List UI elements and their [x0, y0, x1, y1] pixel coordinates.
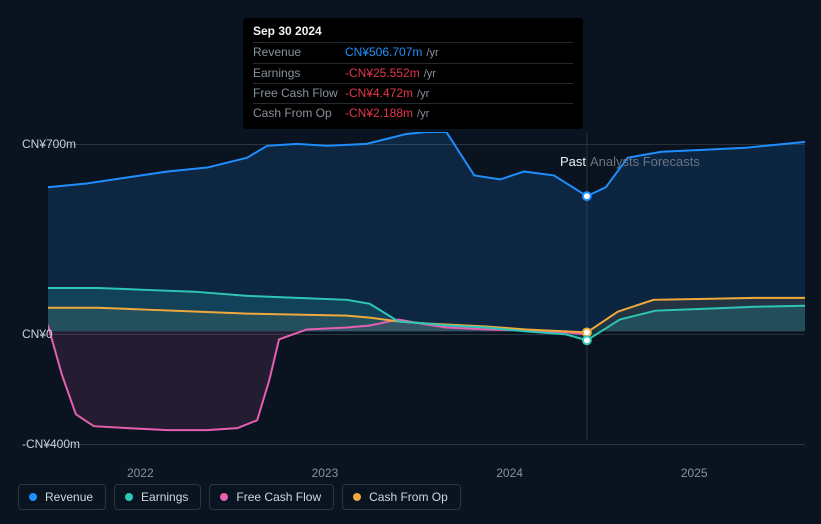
tooltip-row: Earnings-CN¥25.552m/yr — [253, 63, 573, 83]
tooltip-row-unit: /yr — [426, 47, 438, 60]
tooltip-row-unit: /yr — [417, 88, 429, 101]
tooltip-row-label: Revenue — [253, 45, 345, 59]
chart-area: CN¥700m CN¥0 -CN¥400m — [16, 120, 805, 464]
tooltip-date: Sep 30 2024 — [253, 24, 573, 38]
chart-legend: Revenue Earnings Free Cash Flow Cash From O… — [18, 484, 461, 510]
legend-item-revenue[interactable]: Revenue — [18, 484, 106, 510]
y-axis-label: CN¥700m — [22, 137, 76, 151]
tooltip-row: Cash From Op-CN¥2.188m/yr — [253, 103, 573, 123]
tooltip-row-label: Free Cash Flow — [253, 86, 345, 100]
tooltip-row-label: Cash From Op — [253, 106, 345, 120]
legend-dot-icon — [353, 493, 361, 501]
gridline — [48, 444, 805, 445]
tooltip-row-value: -CN¥2.188m — [345, 106, 413, 120]
marker-revenue — [583, 192, 591, 200]
section-label-past: Past — [560, 154, 586, 169]
series-fill-fcf — [48, 320, 587, 431]
y-axis-label: -CN¥400m — [22, 437, 80, 451]
chart-tooltip: Sep 30 2024 RevenueCN¥506.707m/yrEarning… — [243, 18, 583, 129]
tooltip-row-value: CN¥506.707m — [345, 45, 422, 59]
tooltip-row-label: Earnings — [253, 66, 345, 80]
legend-label: Revenue — [45, 490, 93, 504]
marker-earnings — [583, 336, 591, 344]
legend-item-earnings[interactable]: Earnings — [114, 484, 201, 510]
x-axis-label: 2024 — [496, 466, 523, 480]
tooltip-row: Free Cash Flow-CN¥4.472m/yr — [253, 83, 573, 103]
tooltip-row-value: -CN¥25.552m — [345, 66, 420, 80]
legend-label: Earnings — [141, 490, 188, 504]
legend-label: Cash From Op — [369, 490, 448, 504]
x-axis-label: 2025 — [681, 466, 708, 480]
tooltip-row: RevenueCN¥506.707m/yr — [253, 42, 573, 62]
legend-dot-icon — [29, 493, 37, 501]
y-axis-label: CN¥0 — [22, 327, 53, 341]
x-axis-label: 2023 — [312, 466, 339, 480]
legend-dot-icon — [125, 493, 133, 501]
x-axis-label: 2022 — [127, 466, 154, 480]
section-label-forecast: Analysts Forecasts — [590, 154, 700, 169]
chart-plot[interactable] — [48, 132, 805, 440]
legend-label: Free Cash Flow — [236, 490, 321, 504]
legend-item-fcf[interactable]: Free Cash Flow — [209, 484, 334, 510]
marker-cfo — [583, 328, 591, 336]
x-axis: 2022 2023 2024 2025 — [48, 466, 805, 480]
legend-dot-icon — [220, 493, 228, 501]
tooltip-row-unit: /yr — [424, 68, 436, 81]
tooltip-row-unit: /yr — [417, 108, 429, 121]
legend-item-cfo[interactable]: Cash From Op — [342, 484, 461, 510]
tooltip-row-value: -CN¥4.472m — [345, 86, 413, 100]
